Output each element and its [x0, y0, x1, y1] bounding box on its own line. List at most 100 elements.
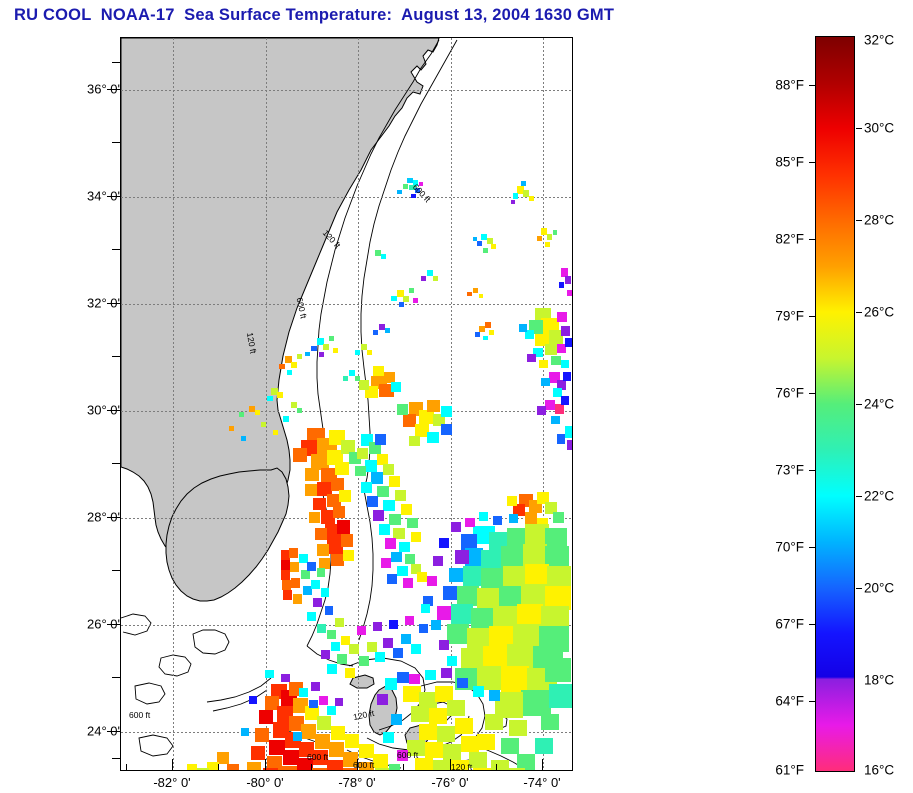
- colorbar-celsius-label: 18°C: [864, 672, 895, 688]
- lat-minor-tick: [112, 249, 120, 250]
- colorbar-celsius-tick: [856, 220, 862, 221]
- gridline-lat-24: [121, 732, 572, 733]
- gridline-lon--74: [543, 38, 544, 770]
- colorbar-fahrenheit-tick: [809, 470, 815, 471]
- lat-tick-label: 36° 0': [87, 81, 120, 97]
- colorbar-fahrenheit-tick: [809, 85, 815, 86]
- longitude-tick-marks: [120, 759, 573, 771]
- lat-minor-tick: [112, 142, 120, 143]
- lon-minor-tick: [311, 764, 312, 771]
- lon-tick-label: -80° 0': [246, 775, 284, 790]
- gridline-lat-26: [121, 625, 572, 626]
- lat-major-tick: [107, 303, 120, 304]
- colorbar-fahrenheit-tick: [809, 701, 815, 702]
- colorbar-celsius-label: 20°C: [864, 580, 895, 596]
- lat-major-tick: [107, 89, 120, 90]
- gridline-lon--78: [358, 38, 359, 770]
- contour-label-600ft-south: 600 ft: [353, 760, 375, 770]
- lat-major-tick: [107, 624, 120, 625]
- lon-tick-label: -76° 0': [431, 775, 469, 790]
- contour-label-600ft-florida: 600 ft: [129, 710, 151, 720]
- lon-major-tick: [357, 759, 358, 771]
- lon-major-tick: [172, 759, 173, 771]
- lon-tick-label: -74° 0': [523, 775, 561, 790]
- colorbar-fahrenheit-tick: [809, 316, 815, 317]
- gridline-lat-28: [121, 518, 572, 519]
- colorbar-fahrenheit-label: 76°F: [775, 385, 804, 401]
- gridline-lat-30: [121, 411, 572, 412]
- contour-label-600ft-bahamas: 600 ft: [397, 750, 419, 760]
- lat-major-tick: [107, 196, 120, 197]
- colorbar-fahrenheit-tick: [809, 239, 815, 240]
- contour-label-600ft-east: 600 ft: [307, 752, 329, 762]
- gridline-lon--76: [451, 38, 452, 770]
- colorbar-celsius-tick: [856, 312, 862, 313]
- colorbar-fahrenheit-tick: [809, 393, 815, 394]
- lat-tick-label: 24° 0': [87, 723, 120, 739]
- colorbar-fahrenheit-label: 79°F: [775, 308, 804, 324]
- sst-pixels: [187, 178, 572, 770]
- colorbar-celsius-tick: [856, 588, 862, 589]
- gridline-lon--80: [266, 38, 267, 770]
- gridline-lat-32: [121, 304, 572, 305]
- colorbar-gradient: [816, 37, 854, 771]
- lon-tick-label: -82° 0': [153, 775, 191, 790]
- lat-tick-label: 28° 0': [87, 509, 120, 525]
- colorbar-fahrenheit-label: 61°F: [775, 762, 804, 778]
- lat-minor-tick: [112, 570, 120, 571]
- longitude-axis: -82° 0' -80° 0' -78° 0' -76° 0' -74° 0': [120, 771, 573, 793]
- lon-major-tick: [450, 759, 451, 771]
- lat-minor-tick: [112, 356, 120, 357]
- lat-tick-label: 26° 0': [87, 616, 120, 632]
- colorbar-celsius-tick: [856, 496, 862, 497]
- colorbar-fahrenheit-label: 82°F: [775, 231, 804, 247]
- lat-minor-tick: [112, 758, 120, 759]
- colorbar-celsius-label: 28°C: [864, 212, 895, 228]
- colorbar-celsius-label: 24°C: [864, 396, 895, 412]
- colorbar-fahrenheit-label: 73°F: [775, 462, 804, 478]
- gridline-lon--82: [173, 38, 174, 770]
- lat-major-tick: [107, 410, 120, 411]
- colorbar-celsius-label: 16°C: [864, 762, 895, 778]
- temperature-colorbar: [815, 36, 855, 772]
- lon-minor-tick: [496, 764, 497, 771]
- colorbar-celsius-tick: [856, 404, 862, 405]
- lon-minor-tick: [126, 764, 127, 771]
- lat-minor-tick: [112, 677, 120, 678]
- sst-data-layer: [187, 178, 572, 770]
- lat-tick-label: 32° 0': [87, 295, 120, 311]
- colorbar-celsius-label: 22°C: [864, 488, 895, 504]
- land-grand-bahama: [349, 674, 375, 689]
- map-canvas: 120 ft 600 ft 600 ft 120 ft 600 ft 120 f…: [121, 38, 572, 770]
- colorbar-fahrenheit-tick: [809, 624, 815, 625]
- lat-minor-tick: [112, 62, 120, 63]
- land-mainland-usa: [121, 38, 440, 568]
- colorbar-fahrenheit-tick: [809, 547, 815, 548]
- lon-tick-label: -78° 0': [338, 775, 376, 790]
- contour-label-120ft-south: 120 ft: [451, 762, 473, 770]
- colorbar-fahrenheit-label: 67°F: [775, 616, 804, 632]
- gridline-lat-34: [121, 197, 572, 198]
- latitude-axis: 36° 0' 34° 0' 32° 0' 30° 0' 28° 0' 26° 0…: [0, 0, 120, 793]
- sst-map-plot: 120 ft 600 ft 600 ft 120 ft 600 ft 120 f…: [120, 37, 573, 771]
- lon-major-tick: [542, 759, 543, 771]
- gridline-lat-36: [121, 90, 572, 91]
- lat-minor-tick: [112, 463, 120, 464]
- colorbar-fahrenheit-tick: [809, 162, 815, 163]
- page-title: RU COOL NOAA-17 Sea Surface Temperature:…: [14, 6, 615, 24]
- lon-minor-tick: [403, 764, 404, 771]
- lon-major-tick: [265, 759, 266, 771]
- colorbar-fahrenheit-labels: 88°F 85°F 82°F 79°F 76°F 73°F 70°F 67°F …: [752, 0, 804, 793]
- lat-major-tick: [107, 517, 120, 518]
- colorbar-fahrenheit-label: 64°F: [775, 693, 804, 709]
- colorbar-fahrenheit-label: 70°F: [775, 539, 804, 555]
- colorbar-celsius-label: 32°C: [864, 32, 895, 48]
- colorbar-fahrenheit-label: 88°F: [775, 77, 804, 93]
- colorbar-celsius-tick: [856, 128, 862, 129]
- colorbar-celsius-label: 30°C: [864, 120, 895, 136]
- colorbar-celsius-label: 26°C: [864, 304, 895, 320]
- lat-tick-label: 30° 0': [87, 402, 120, 418]
- lat-tick-label: 34° 0': [87, 188, 120, 204]
- lon-minor-tick: [218, 764, 219, 771]
- interior-lake-a: [303, 498, 311, 504]
